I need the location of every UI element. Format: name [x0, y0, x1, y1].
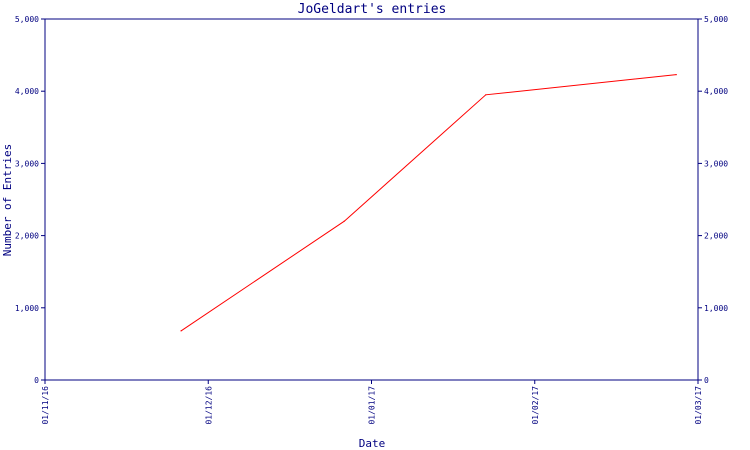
x-tick-label: 01/02/17 — [531, 386, 540, 425]
data-point — [675, 73, 677, 76]
y-tick-label-left: 3,000 — [15, 159, 39, 168]
x-axis: 01/11/16 01/12/16 01/01/17 01/02/17 01/03/17 — [41, 380, 703, 425]
y-axis-title: Number of Entries — [1, 144, 14, 257]
data-point — [180, 330, 182, 332]
data-point — [343, 220, 345, 222]
y-tick-label-right: 2,000 — [704, 232, 728, 241]
chart-title: JoGeldart's entries — [298, 2, 447, 17]
y-axis-left: 0 1,000 2,000 3,000 4,000 5,000 — [15, 15, 45, 385]
y-tick-label-left: 0 — [34, 376, 39, 385]
y-tick-label-right: 4,000 — [704, 87, 728, 96]
x-axis-title: Date — [359, 437, 386, 450]
x-tick-label: 01/01/17 — [368, 386, 377, 425]
data-point — [485, 94, 487, 96]
y-tick-label-right: 5,000 — [704, 15, 728, 24]
plot-area-frame — [44, 18, 699, 381]
y-tick-label-right: 3,000 — [704, 159, 728, 168]
y-tick-label-left: 2,000 — [15, 232, 39, 241]
x-tick-label: 01/03/17 — [694, 386, 703, 425]
y-tick-label-left: 4,000 — [15, 87, 39, 96]
x-tick-label: 01/11/16 — [41, 386, 50, 425]
y-tick-label-right: 0 — [704, 376, 709, 385]
series-line — [180, 74, 677, 332]
y-tick-label-left: 1,000 — [15, 304, 39, 313]
y-tick-label-right: 1,000 — [704, 304, 728, 313]
x-tick-label: 01/12/16 — [204, 386, 213, 425]
series-layer — [180, 73, 677, 332]
y-tick-label-left: 5,000 — [15, 15, 39, 24]
y-axis-right: 0 1,000 2,000 3,000 4,000 5,000 — [698, 15, 728, 385]
